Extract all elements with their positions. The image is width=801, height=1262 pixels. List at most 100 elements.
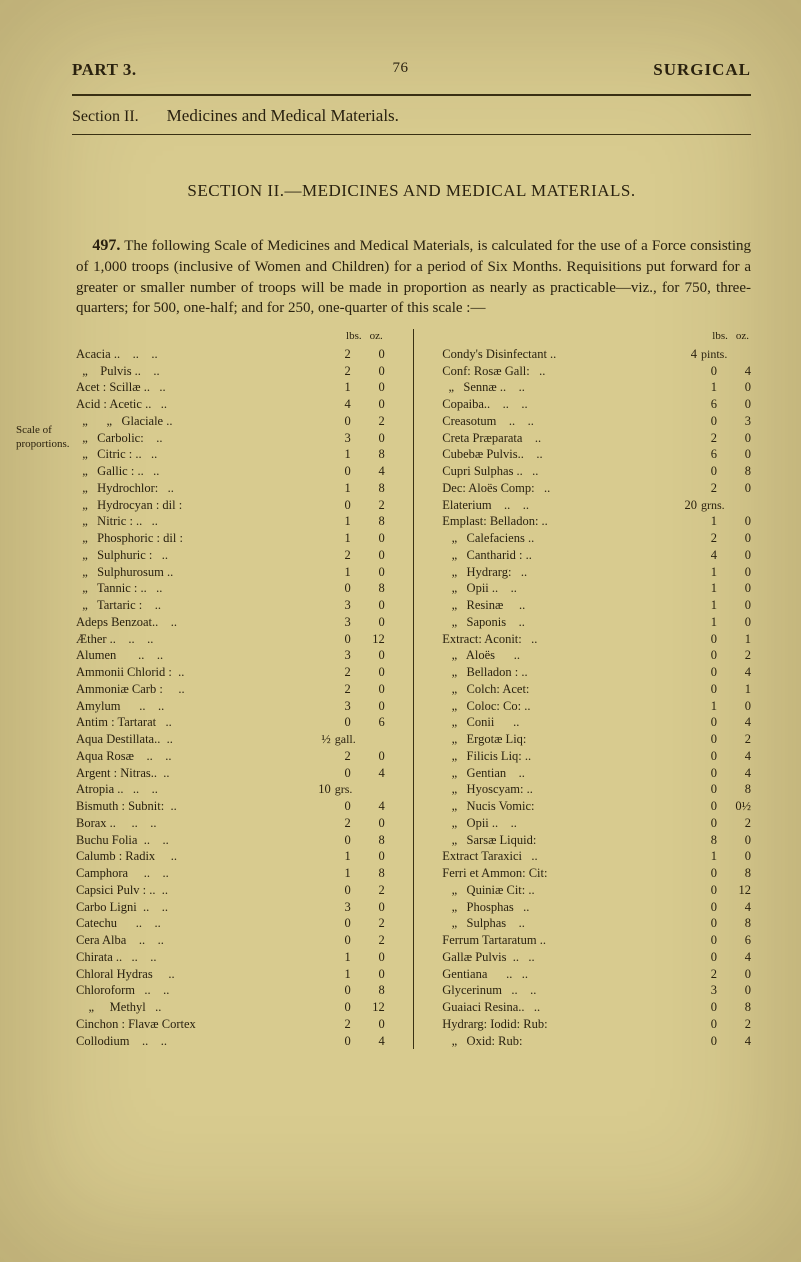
table-row: Ammoniæ Carb : ..20 [76, 681, 385, 698]
item-lbs: 0 [697, 1033, 717, 1050]
item-unit: grns. [697, 497, 751, 513]
rule-under-section [72, 134, 751, 135]
item-lbs: 3 [697, 982, 717, 999]
item-lbs: 1 [697, 379, 717, 396]
item-name: Aqua Rosæ .. .. [76, 748, 331, 765]
item-lbs: 0 [697, 949, 717, 966]
item-name: Acid : Acetic .. .. [76, 396, 331, 413]
item-oz: 0 [351, 396, 385, 413]
item-oz: 0 [351, 379, 385, 396]
item-name: Copaiba.. .. .. [442, 396, 697, 413]
section-line: Section II. Medicines and Medical Materi… [72, 98, 751, 132]
item-lbs: 2 [331, 547, 351, 564]
item-name: „ Phosphas .. [442, 899, 697, 916]
item-oz: 0 [351, 430, 385, 447]
item-name: Guaiaci Resina.. .. [442, 999, 697, 1016]
item-oz: 0 [351, 597, 385, 614]
item-lbs: 8 [697, 832, 717, 849]
table-row: Dec: Aloës Comp: ..20 [442, 480, 751, 497]
table-row: Catechu .. ..02 [76, 915, 385, 932]
item-lbs: 0 [331, 497, 351, 514]
item-oz: 8 [351, 580, 385, 597]
item-lbs: 2 [697, 430, 717, 447]
item-lbs: 3 [331, 614, 351, 631]
item-oz: 0 [351, 698, 385, 715]
item-name: Creasotum .. .. [442, 413, 697, 430]
item-oz: 0 [351, 664, 385, 681]
item-oz: 0 [717, 396, 751, 413]
item-lbs: 3 [331, 899, 351, 916]
table-row: „ Pulvis .. ..20 [76, 363, 385, 380]
item-oz: 0 [717, 513, 751, 530]
item-oz: 2 [717, 1016, 751, 1033]
item-oz: 4 [717, 748, 751, 765]
item-name: Bismuth : Subnit: .. [76, 798, 331, 815]
item-oz: 0 [351, 346, 385, 363]
item-name: „ Gallic : .. .. [76, 463, 331, 480]
item-lbs: 2 [331, 346, 351, 363]
table-row: Cubebæ Pulvis.. ..60 [442, 446, 751, 463]
item-name: Chloroform .. .. [76, 982, 331, 999]
section-label: Section II. [72, 108, 139, 126]
table-row: Extract: Aconit: ..01 [442, 631, 751, 648]
item-unit: pints. [697, 346, 751, 362]
unit-lbs: lbs. [712, 329, 728, 344]
item-lbs: 0 [697, 815, 717, 832]
item-lbs: 2 [331, 664, 351, 681]
item-oz: 0 [717, 580, 751, 597]
item-name: „ „ Glaciale .. [76, 413, 331, 430]
item-lbs: 6 [697, 446, 717, 463]
item-lbs: 1 [331, 379, 351, 396]
item-name: „ Sulphas .. [442, 915, 697, 932]
table-row: „ Oxid: Rub:04 [442, 1033, 751, 1050]
unit-lbs: lbs. [346, 329, 362, 344]
table-row: „ Calefaciens ..20 [442, 530, 751, 547]
item-name: „ Oxid: Rub: [442, 1033, 697, 1050]
item-lbs: 2 [697, 480, 717, 497]
item-name: Cupri Sulphas .. .. [442, 463, 697, 480]
item-oz: 4 [717, 765, 751, 782]
table-row: Extract Taraxici ..10 [442, 848, 751, 865]
item-oz: 0 [351, 530, 385, 547]
table-row: Chloroform .. ..08 [76, 982, 385, 999]
marginal-line2: proportions. [16, 438, 69, 450]
item-lbs: 0 [697, 748, 717, 765]
item-name: Æther .. .. .. [76, 631, 331, 648]
item-lbs: 2 [331, 748, 351, 765]
item-oz: 8 [717, 915, 751, 932]
table-row: Cinchon : Flavæ Cortex20 [76, 1016, 385, 1033]
table-row: „ Nucis Vomic:00½ [442, 798, 751, 815]
item-name: „ Tannic : .. .. [76, 580, 331, 597]
table-row: Gentiana .. ..20 [442, 966, 751, 983]
item-lbs: 0 [697, 798, 717, 815]
item-oz: 0 [351, 949, 385, 966]
item-lbs: 0 [697, 932, 717, 949]
item-oz: 2 [351, 413, 385, 430]
marginal-note: Scale of proportions. [16, 424, 72, 452]
table-row: Acid : Acetic .. ..40 [76, 396, 385, 413]
item-oz: 0 [717, 430, 751, 447]
item-name: Aqua Destillata.. .. [76, 731, 311, 748]
item-lbs: 0 [697, 899, 717, 916]
table-row: „ Sulphuric : ..20 [76, 547, 385, 564]
table-row: „ Methyl ..012 [76, 999, 385, 1016]
table-row: „ Phosphas ..04 [442, 899, 751, 916]
table-right-column: lbs. oz. Condy's Disinfectant ..4pints.C… [442, 329, 751, 1049]
item-qty: ½ [311, 731, 331, 748]
item-lbs: 0 [697, 865, 717, 882]
item-oz: 3 [717, 413, 751, 430]
table-row: Argent : Nitras.. ..04 [76, 765, 385, 782]
item-oz: 8 [717, 865, 751, 882]
item-lbs: 1 [331, 513, 351, 530]
paragraph-497: 497. The following Scale of Medicines an… [76, 235, 751, 319]
table-row: Calumb : Radix ..10 [76, 848, 385, 865]
item-name: Cera Alba .. .. [76, 932, 331, 949]
table-row: Elaterium .. ..20grns. [442, 497, 751, 514]
table-row: „ Aloës ..02 [442, 647, 751, 664]
item-name: „ Sarsæ Liquid: [442, 832, 697, 849]
item-name: Adeps Benzoat.. .. [76, 614, 331, 631]
item-lbs: 1 [697, 597, 717, 614]
item-lbs: 4 [331, 396, 351, 413]
item-oz: 0 [717, 379, 751, 396]
rule-top [72, 94, 751, 96]
